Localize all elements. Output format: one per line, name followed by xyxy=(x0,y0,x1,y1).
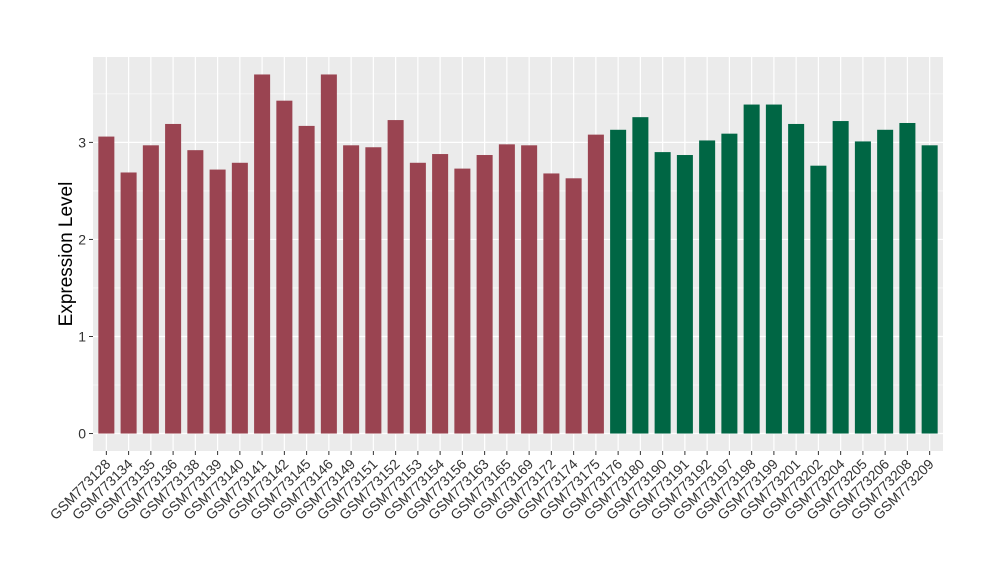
y-tick-label: 2 xyxy=(78,231,86,247)
bar-GSM773202 xyxy=(810,165,827,434)
bar-GSM773209 xyxy=(921,145,938,434)
bar-GSM773169 xyxy=(521,145,538,434)
bar-GSM773208 xyxy=(899,122,916,434)
y-tick-label: 3 xyxy=(78,134,86,150)
bar-GSM773176 xyxy=(610,129,627,434)
bar-GSM773201 xyxy=(788,123,805,434)
bar-GSM773138 xyxy=(187,150,204,434)
bar-GSM773136 xyxy=(165,123,182,434)
bar-GSM773149 xyxy=(343,145,360,434)
bar-GSM773142 xyxy=(276,100,293,434)
bar-GSM773165 xyxy=(498,144,515,434)
bar-GSM773141 xyxy=(254,74,271,434)
bar-GSM773199 xyxy=(765,104,782,434)
bar-GSM773128 xyxy=(98,136,115,434)
y-tick-label: 1 xyxy=(78,328,86,344)
bar-GSM773174 xyxy=(565,178,582,434)
bar-GSM773156 xyxy=(454,168,471,434)
bar-GSM773205 xyxy=(854,141,871,434)
bar-GSM773198 xyxy=(743,104,760,434)
y-axis-title: Expression Level xyxy=(56,182,77,327)
bar-GSM773175 xyxy=(587,134,604,434)
bar-GSM773135 xyxy=(142,145,159,434)
bar-GSM773151 xyxy=(365,147,382,434)
y-axis: 0 1 2 3 xyxy=(78,134,93,442)
bar-GSM773153 xyxy=(409,162,426,434)
bar-GSM773146 xyxy=(320,74,337,434)
bar-GSM773163 xyxy=(476,155,493,434)
bar-GSM773152 xyxy=(387,120,404,434)
bar-GSM773206 xyxy=(877,129,894,434)
x-axis: GSM773128GSM773134GSM773135GSM773136GSM7… xyxy=(47,451,937,523)
bar-GSM773140 xyxy=(231,162,248,434)
bar-GSM773139 xyxy=(209,169,226,434)
bar-GSM773197 xyxy=(721,133,738,434)
y-tick-label: 0 xyxy=(78,426,86,442)
bar-GSM773145 xyxy=(298,125,315,434)
bar-GSM773154 xyxy=(432,154,449,434)
bars xyxy=(98,74,938,434)
bar-GSM773191 xyxy=(676,155,693,434)
bar-GSM773134 xyxy=(120,172,137,434)
bar-GSM773192 xyxy=(699,140,716,434)
bar-GSM773204 xyxy=(832,121,849,434)
bar-GSM773180 xyxy=(632,117,649,434)
bar-GSM773172 xyxy=(543,173,560,434)
bar-GSM773190 xyxy=(654,152,671,434)
